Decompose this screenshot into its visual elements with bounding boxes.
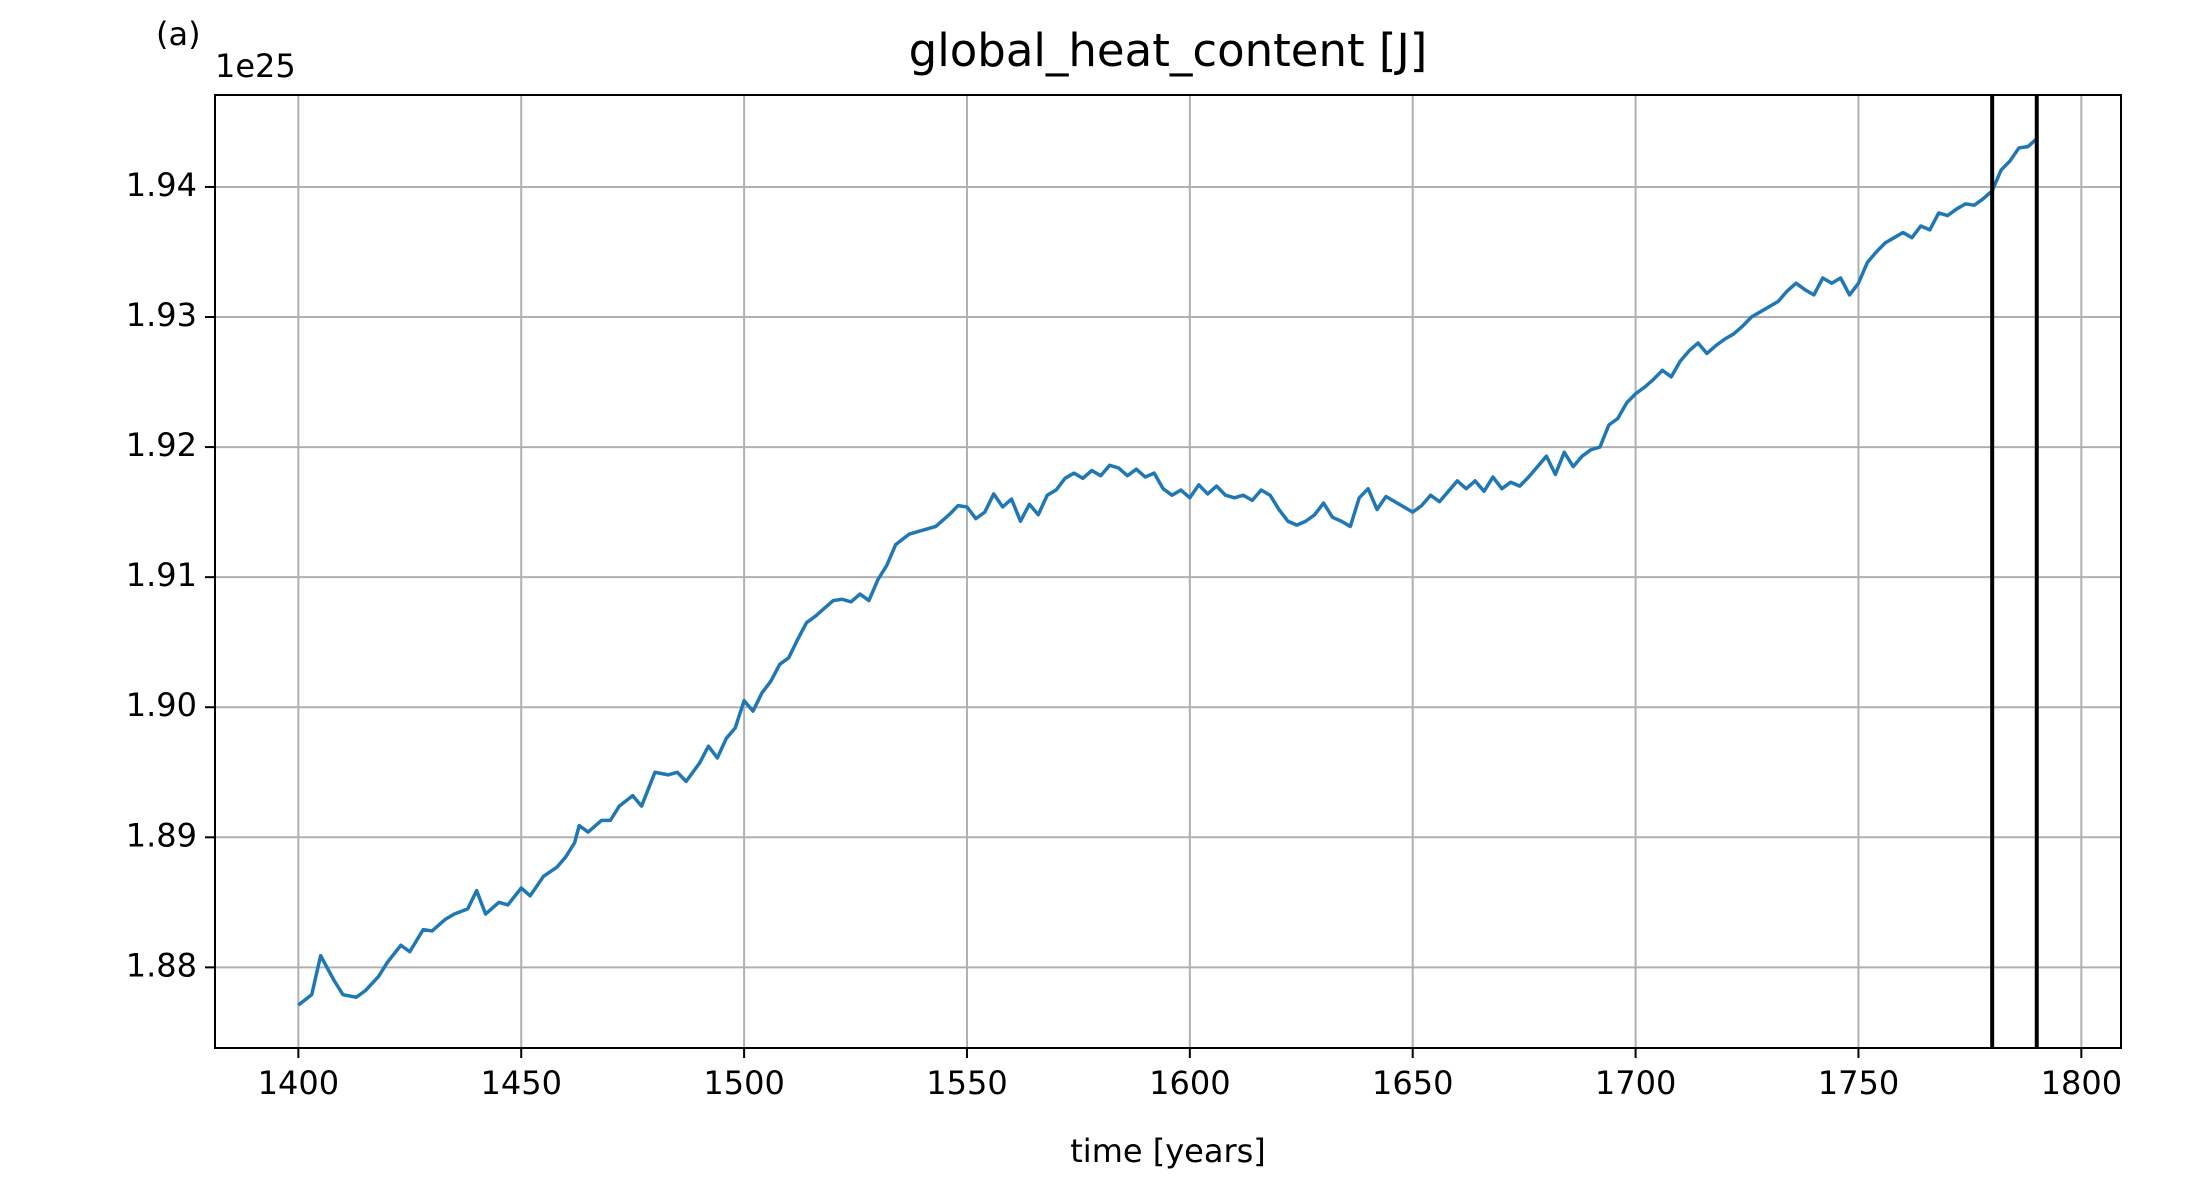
x-tick-label: 1400 [258, 1064, 339, 1102]
chart-title: global_heat_content [J] [909, 24, 1428, 77]
x-tick-label: 1550 [926, 1064, 1007, 1102]
y-tick-label: 1.89 [126, 816, 197, 854]
y-tick-label: 1.92 [126, 426, 197, 464]
y-tick-label: 1.90 [126, 686, 197, 724]
panel-label: (a) [156, 15, 201, 53]
data-line [297, 137, 2038, 1007]
y-tick-label: 1.94 [126, 166, 197, 204]
x-tick-label: 1600 [1149, 1064, 1230, 1102]
x-tick-label: 1800 [2041, 1064, 2122, 1102]
x-tick-label: 1500 [703, 1064, 784, 1102]
y-tick-label: 1.91 [126, 556, 197, 594]
offset-label: 1e25 [215, 47, 296, 85]
x-tick-label: 1450 [481, 1064, 562, 1102]
x-axis-label: time [years] [1070, 1132, 1266, 1170]
plot-frame [214, 94, 2122, 1049]
x-tick-label: 1650 [1372, 1064, 1453, 1102]
x-tick-label: 1700 [1595, 1064, 1676, 1102]
y-tick-label: 1.88 [126, 946, 197, 984]
y-tick-label: 1.93 [126, 296, 197, 334]
x-tick-label: 1750 [1818, 1064, 1899, 1102]
